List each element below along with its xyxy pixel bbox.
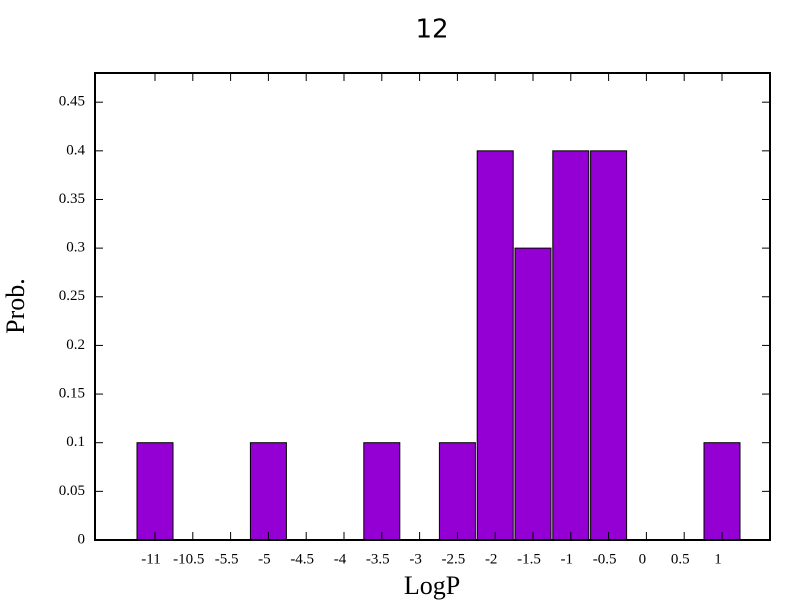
- bar: [363, 442, 401, 541]
- y-tick-label: 0.15: [59, 386, 85, 402]
- x-tick-label: 0.5: [671, 551, 690, 567]
- y-tick-label: 0.25: [59, 288, 85, 304]
- x-tick-label: -0.5: [593, 551, 617, 567]
- y-tick-label: 0: [78, 531, 86, 547]
- x-tick-label: -1: [561, 551, 574, 567]
- x-tick-label: -1.5: [517, 551, 541, 567]
- x-tick-label: -3: [409, 551, 422, 567]
- bar: [438, 442, 476, 541]
- bar: [136, 442, 174, 541]
- y-axis-label: Prob.: [1, 278, 30, 334]
- x-tick-label: -2.5: [442, 551, 466, 567]
- y-tick-label: 0.1: [66, 434, 85, 450]
- bar: [590, 150, 628, 541]
- x-tick-label: -3.5: [366, 551, 390, 567]
- y-tick-label: 0.35: [59, 191, 85, 207]
- x-tick-label: -5.5: [215, 551, 239, 567]
- x-tick-label: -11: [141, 551, 160, 567]
- x-tick-label: -10.5: [173, 551, 204, 567]
- x-tick-label: 0: [639, 551, 647, 567]
- bar: [703, 442, 741, 541]
- bar: [476, 150, 514, 541]
- y-tick-label: 0.3: [66, 240, 85, 256]
- plot-frame: [94, 72, 771, 541]
- bar: [552, 150, 590, 541]
- y-tick-label: 0.05: [59, 483, 85, 499]
- x-tick-label: 1: [714, 551, 722, 567]
- bar: [249, 442, 287, 541]
- x-axis-label: LogP: [404, 571, 460, 600]
- x-tick-label: -4.5: [290, 551, 314, 567]
- chart-title: 12: [415, 15, 448, 45]
- bar: [514, 247, 552, 541]
- x-tick-label: -2: [485, 551, 498, 567]
- y-tick-label: 0.2: [66, 337, 85, 353]
- x-tick-label: -5: [258, 551, 271, 567]
- y-tick-label: 0.4: [66, 142, 85, 158]
- y-tick-label: 0.45: [59, 94, 85, 110]
- x-tick-label: -4: [334, 551, 347, 567]
